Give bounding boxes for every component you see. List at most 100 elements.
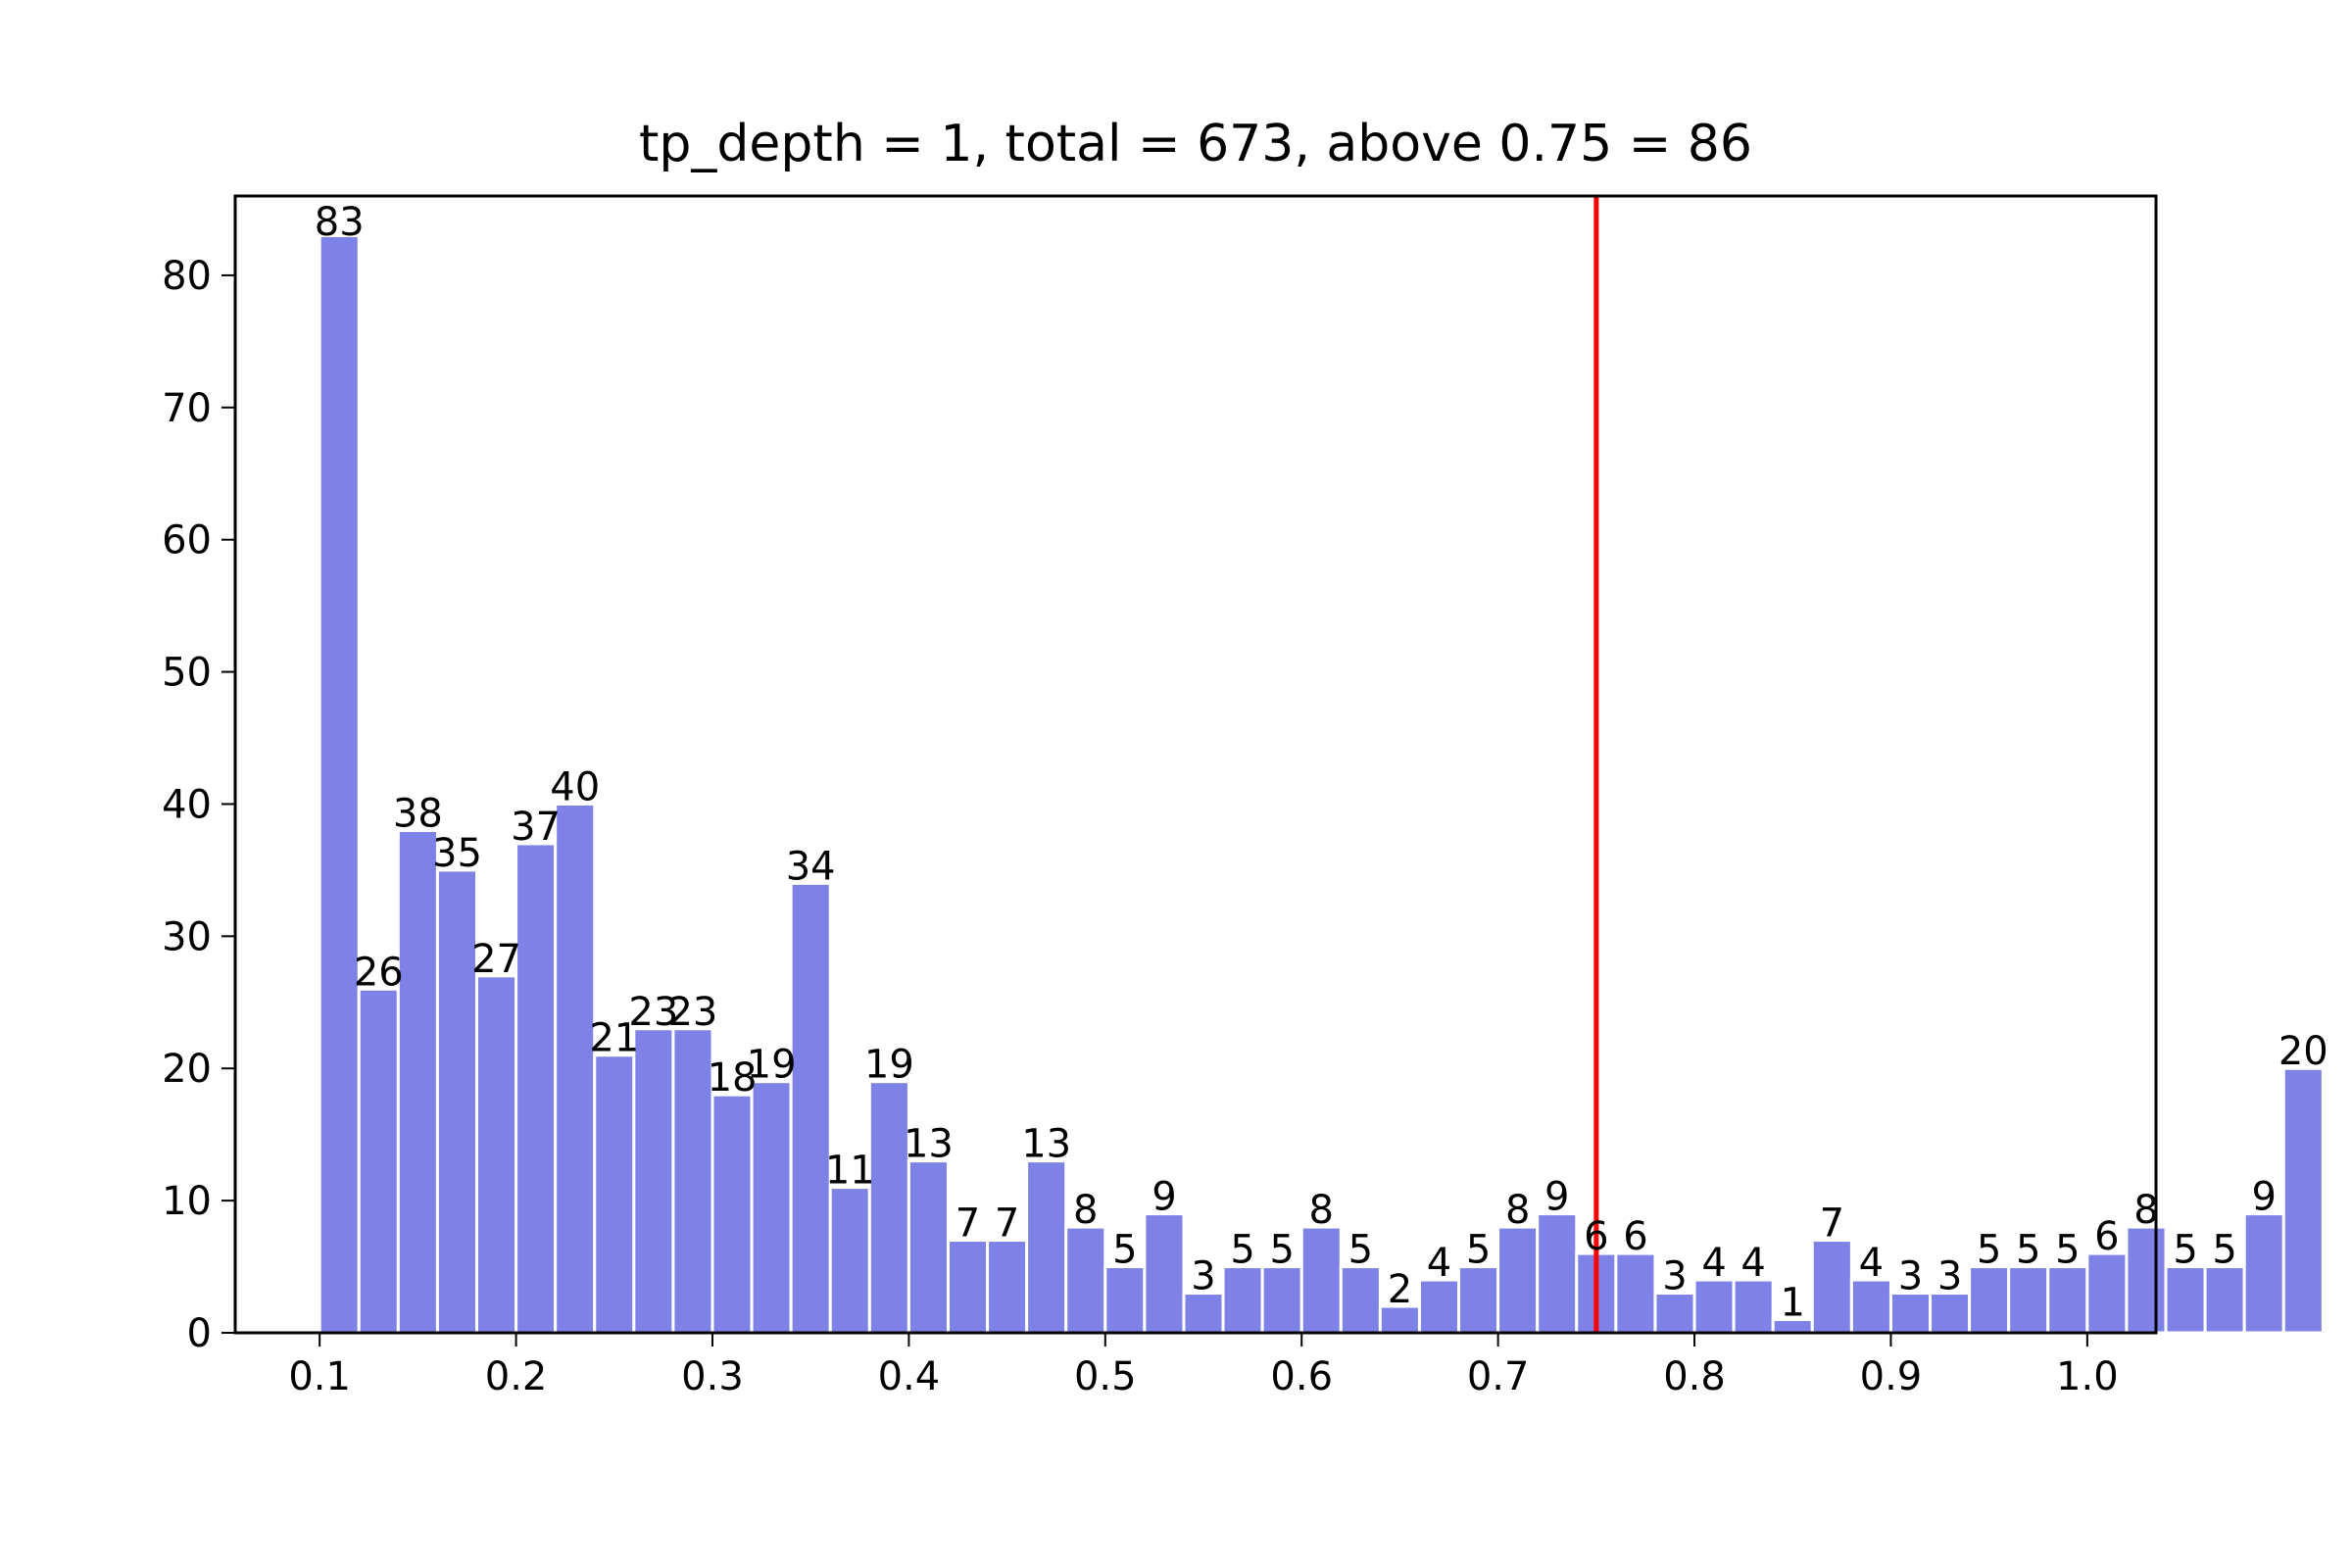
bar-value-label: 9	[2251, 1175, 2276, 1220]
histogram-bar	[869, 1082, 908, 1333]
x-tick-label: 0.6	[1270, 1354, 1333, 1399]
histogram-bar	[830, 1188, 869, 1333]
histogram-bar	[1419, 1280, 1458, 1333]
bar-value-label: 38	[393, 791, 443, 836]
histogram-bar	[908, 1161, 948, 1333]
histogram-bar	[477, 976, 516, 1333]
bar-value-label: 27	[471, 937, 521, 982]
histogram-bar	[1027, 1161, 1066, 1333]
histogram-bar	[1931, 1294, 1970, 1333]
histogram-bar	[516, 844, 556, 1333]
histogram-bar	[1301, 1227, 1341, 1333]
histogram-bar	[1184, 1294, 1223, 1333]
x-tick-label: 0.7	[1467, 1354, 1530, 1399]
histogram-bar	[712, 1095, 752, 1333]
histogram-bar	[319, 235, 359, 1333]
bar-value-label: 23	[667, 990, 717, 1035]
histogram-bar	[595, 1055, 634, 1333]
histogram-bar	[2205, 1267, 2244, 1333]
bar-value-label: 3	[1191, 1254, 1215, 1299]
x-tick-label: 1.0	[2056, 1354, 2119, 1399]
x-tick-label: 0.9	[1860, 1354, 1923, 1399]
histogram-bar	[1694, 1280, 1734, 1333]
bar-value-label: 11	[825, 1149, 875, 1194]
bar-value-label: 34	[786, 844, 836, 889]
histogram-bar	[988, 1241, 1027, 1333]
bar-value-label: 9	[1152, 1175, 1176, 1220]
y-tick-label: 30	[162, 914, 212, 959]
histogram-bar	[1341, 1267, 1380, 1333]
bar-value-label: 5	[1466, 1228, 1491, 1273]
bar-value-label: 4	[1427, 1241, 1451, 1286]
x-tick-label: 0.3	[681, 1354, 744, 1399]
bar-value-label: 2	[1388, 1267, 1412, 1312]
histogram-bar	[2048, 1267, 2087, 1333]
histogram-bar	[1105, 1267, 1145, 1333]
chart-svg: 8326383527374021232318193411191377138593…	[0, 0, 2352, 1568]
chart-title: tp_depth = 1, total = 673, above 0.75 = …	[639, 115, 1752, 173]
bar-value-label: 3	[1662, 1254, 1687, 1299]
y-tick-label: 60	[162, 518, 212, 564]
histogram-bar	[1223, 1267, 1262, 1333]
histogram-bar	[2087, 1253, 2127, 1333]
bar-value-label: 7	[956, 1201, 980, 1247]
x-tick-label: 0.5	[1074, 1354, 1137, 1399]
histogram-bar	[1262, 1267, 1301, 1333]
bar-value-label: 9	[1544, 1175, 1569, 1220]
bar-value-label: 5	[2173, 1228, 2197, 1273]
bar-value-label: 8	[1505, 1188, 1530, 1233]
bar-value-label: 8	[1309, 1188, 1334, 1233]
bar-value-label: 4	[1701, 1241, 1726, 1286]
bar-value-label: 19	[864, 1043, 914, 1088]
bar-value-label: 1	[1781, 1281, 1805, 1326]
bar-value-label: 7	[995, 1201, 1019, 1247]
histogram-bar	[1616, 1253, 1655, 1333]
bar-value-label: 5	[1977, 1228, 2001, 1273]
bar-value-label: 35	[432, 831, 482, 876]
histogram-bar	[1459, 1267, 1498, 1333]
bar-value-label: 6	[1623, 1214, 1647, 1259]
bar-value-label: 5	[1269, 1228, 1294, 1273]
y-tick-label: 10	[162, 1179, 212, 1224]
histogram-bar	[1145, 1214, 1184, 1333]
histogram-bar	[791, 883, 830, 1333]
bar-value-label: 26	[354, 950, 404, 995]
histogram-bar	[1066, 1227, 1105, 1333]
bar-value-label: 37	[511, 805, 561, 850]
histogram-bar	[556, 804, 595, 1333]
histogram-bar	[1812, 1241, 1851, 1333]
histogram-bar	[1970, 1267, 2009, 1333]
bar-value-label: 5	[1348, 1228, 1373, 1273]
y-tick-label: 80	[162, 254, 212, 299]
histogram-bar	[752, 1082, 791, 1333]
y-tick-label: 70	[162, 386, 212, 431]
histogram-bar	[359, 989, 398, 1333]
histogram-bar	[1538, 1214, 1577, 1333]
histogram-bar	[2166, 1267, 2205, 1333]
x-tick-label: 0.2	[485, 1354, 548, 1399]
histogram-bar	[948, 1241, 987, 1333]
histogram-bar	[2244, 1214, 2283, 1333]
histogram-bar	[2283, 1068, 2323, 1333]
histogram-bar	[2009, 1267, 2048, 1333]
bar-value-label: 5	[2016, 1228, 2040, 1273]
histogram-bar	[634, 1029, 673, 1333]
bar-value-label: 7	[1820, 1201, 1844, 1247]
bar-value-label: 20	[2278, 1029, 2328, 1074]
bar-value-label: 3	[1898, 1254, 1923, 1299]
bar-value-label: 19	[747, 1043, 797, 1088]
bar-value-label: 5	[2055, 1228, 2080, 1273]
y-tick-label: 0	[187, 1311, 212, 1356]
histogram-bar	[1655, 1294, 1694, 1333]
bar-value-label: 13	[904, 1122, 954, 1167]
bar-value-label: 5	[2212, 1228, 2236, 1273]
histogram-bar	[2127, 1227, 2166, 1333]
x-tick-label: 0.1	[288, 1354, 351, 1399]
bar-value-label: 83	[315, 200, 365, 245]
histogram-bar	[1890, 1294, 1930, 1333]
bar-value-label: 13	[1021, 1122, 1071, 1167]
histogram-bar	[1851, 1280, 1890, 1333]
bar-value-label: 4	[1740, 1241, 1765, 1286]
y-tick-label: 20	[162, 1047, 212, 1092]
bar-value-label: 6	[2094, 1214, 2119, 1259]
